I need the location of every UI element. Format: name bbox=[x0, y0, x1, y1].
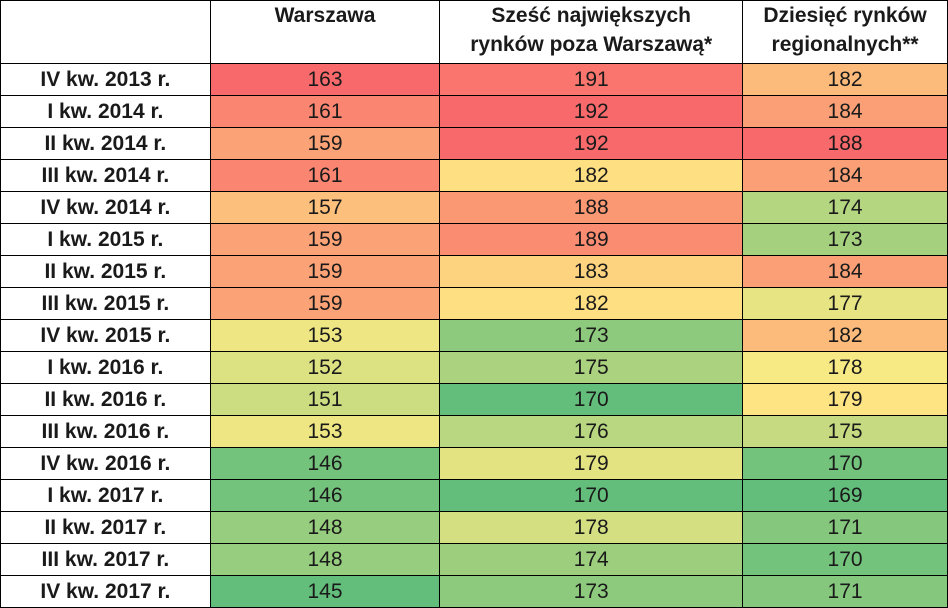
value-cell: 163 bbox=[209, 63, 441, 96]
value-cell: 170 bbox=[742, 447, 948, 480]
row-label: III kw. 2015 r. bbox=[0, 287, 211, 320]
table-row: II kw. 2017 r. 148 178 171 bbox=[0, 511, 948, 544]
heatmap-body: IV kw. 2013 r. 163 191 182 I kw. 2014 r. 161 1… bbox=[0, 63, 948, 608]
value-cell: 177 bbox=[742, 287, 948, 320]
column-header-line: Warszawa bbox=[274, 4, 376, 27]
value-cell: 189 bbox=[439, 223, 744, 256]
row-label: I kw. 2017 r. bbox=[0, 479, 211, 512]
value-cell: 184 bbox=[742, 159, 948, 192]
table-row: I kw. 2014 r. 161 192 184 bbox=[0, 95, 948, 128]
value-cell: 176 bbox=[439, 415, 744, 448]
column-header-line: Sześć największych bbox=[491, 4, 692, 27]
value-cell: 148 bbox=[209, 543, 441, 576]
value-cell: 169 bbox=[742, 479, 948, 512]
value-cell: 171 bbox=[742, 575, 948, 608]
row-label: II kw. 2017 r. bbox=[0, 511, 211, 544]
table-row: I kw. 2017 r. 146 170 169 bbox=[0, 479, 948, 512]
value-cell: 159 bbox=[209, 255, 441, 288]
value-cell: 184 bbox=[742, 255, 948, 288]
row-label: IV kw. 2013 r. bbox=[0, 63, 211, 96]
value-cell: 148 bbox=[209, 511, 441, 544]
value-cell: 173 bbox=[439, 575, 744, 608]
value-cell: 161 bbox=[209, 95, 441, 128]
row-label: I kw. 2014 r. bbox=[0, 95, 211, 128]
column-header-line: regionalnych** bbox=[771, 33, 919, 56]
header-row: Warszawa Sześć największych rynków poza … bbox=[0, 0, 948, 64]
value-cell: 182 bbox=[742, 319, 948, 352]
table-row: IV kw. 2013 r. 163 191 182 bbox=[0, 63, 948, 96]
column-header: Warszawa bbox=[209, 0, 441, 64]
corner-cell bbox=[0, 0, 211, 64]
value-cell: 171 bbox=[742, 511, 948, 544]
row-label: III kw. 2014 r. bbox=[0, 159, 211, 192]
row-label: II kw. 2016 r. bbox=[0, 383, 211, 416]
value-cell: 159 bbox=[209, 223, 441, 256]
row-label: IV kw. 2014 r. bbox=[0, 191, 211, 224]
row-label: II kw. 2015 r. bbox=[0, 255, 211, 288]
row-label: IV kw. 2016 r. bbox=[0, 447, 211, 480]
value-cell: 192 bbox=[439, 127, 744, 160]
value-cell: 182 bbox=[439, 159, 744, 192]
value-cell: 178 bbox=[742, 351, 948, 384]
value-cell: 157 bbox=[209, 191, 441, 224]
value-cell: 182 bbox=[742, 63, 948, 96]
value-cell: 188 bbox=[742, 127, 948, 160]
row-label: III kw. 2016 r. bbox=[0, 415, 211, 448]
table-row: IV kw. 2014 r. 157 188 174 bbox=[0, 191, 948, 224]
value-cell: 192 bbox=[439, 95, 744, 128]
table-row: III kw. 2017 r. 148 174 170 bbox=[0, 543, 948, 576]
column-header: Dziesięć rynków regionalnych** bbox=[742, 0, 948, 64]
value-cell: 174 bbox=[742, 191, 948, 224]
value-cell: 191 bbox=[439, 63, 744, 96]
table-row: IV kw. 2017 r. 145 173 171 bbox=[0, 575, 948, 608]
row-label: I kw. 2016 r. bbox=[0, 351, 211, 384]
value-cell: 178 bbox=[439, 511, 744, 544]
row-label: I kw. 2015 r. bbox=[0, 223, 211, 256]
column-header-line: rynków poza Warszawą* bbox=[470, 33, 713, 56]
row-label: III kw. 2017 r. bbox=[0, 543, 211, 576]
value-cell: 153 bbox=[209, 415, 441, 448]
value-cell: 188 bbox=[439, 191, 744, 224]
value-cell: 145 bbox=[209, 575, 441, 608]
value-cell: 153 bbox=[209, 319, 441, 352]
row-label: II kw. 2014 r. bbox=[0, 127, 211, 160]
row-label: IV kw. 2015 r. bbox=[0, 319, 211, 352]
value-cell: 184 bbox=[742, 95, 948, 128]
value-cell: 170 bbox=[742, 543, 948, 576]
table-row: II kw. 2016 r. 151 170 179 bbox=[0, 383, 948, 416]
value-cell: 174 bbox=[439, 543, 744, 576]
value-cell: 179 bbox=[439, 447, 744, 480]
column-header-line: Dziesięć rynków bbox=[763, 4, 927, 27]
value-cell: 170 bbox=[439, 383, 744, 416]
table-row: III kw. 2014 r. 161 182 184 bbox=[0, 159, 948, 192]
table-row: I kw. 2016 r. 152 175 178 bbox=[0, 351, 948, 384]
value-cell: 170 bbox=[439, 479, 744, 512]
value-cell: 175 bbox=[742, 415, 948, 448]
value-cell: 179 bbox=[742, 383, 948, 416]
table-row: II kw. 2015 r. 159 183 184 bbox=[0, 255, 948, 288]
column-header: Sześć największych rynków poza Warszawą* bbox=[439, 0, 744, 64]
table-row: IV kw. 2015 r. 153 173 182 bbox=[0, 319, 948, 352]
value-cell: 152 bbox=[209, 351, 441, 384]
value-cell: 146 bbox=[209, 447, 441, 480]
row-label: IV kw. 2017 r. bbox=[0, 575, 211, 608]
table-row: II kw. 2014 r. 159 192 188 bbox=[0, 127, 948, 160]
value-cell: 159 bbox=[209, 287, 441, 320]
value-cell: 182 bbox=[439, 287, 744, 320]
table-row: III kw. 2015 r. 159 182 177 bbox=[0, 287, 948, 320]
value-cell: 173 bbox=[439, 319, 744, 352]
value-cell: 151 bbox=[209, 383, 441, 416]
value-cell: 146 bbox=[209, 479, 441, 512]
value-cell: 175 bbox=[439, 351, 744, 384]
table-row: I kw. 2015 r. 159 189 173 bbox=[0, 223, 948, 256]
value-cell: 183 bbox=[439, 255, 744, 288]
value-cell: 161 bbox=[209, 159, 441, 192]
value-cell: 173 bbox=[742, 223, 948, 256]
table-row: III kw. 2016 r. 153 176 175 bbox=[0, 415, 948, 448]
table-row: IV kw. 2016 r. 146 179 170 bbox=[0, 447, 948, 480]
value-cell: 159 bbox=[209, 127, 441, 160]
